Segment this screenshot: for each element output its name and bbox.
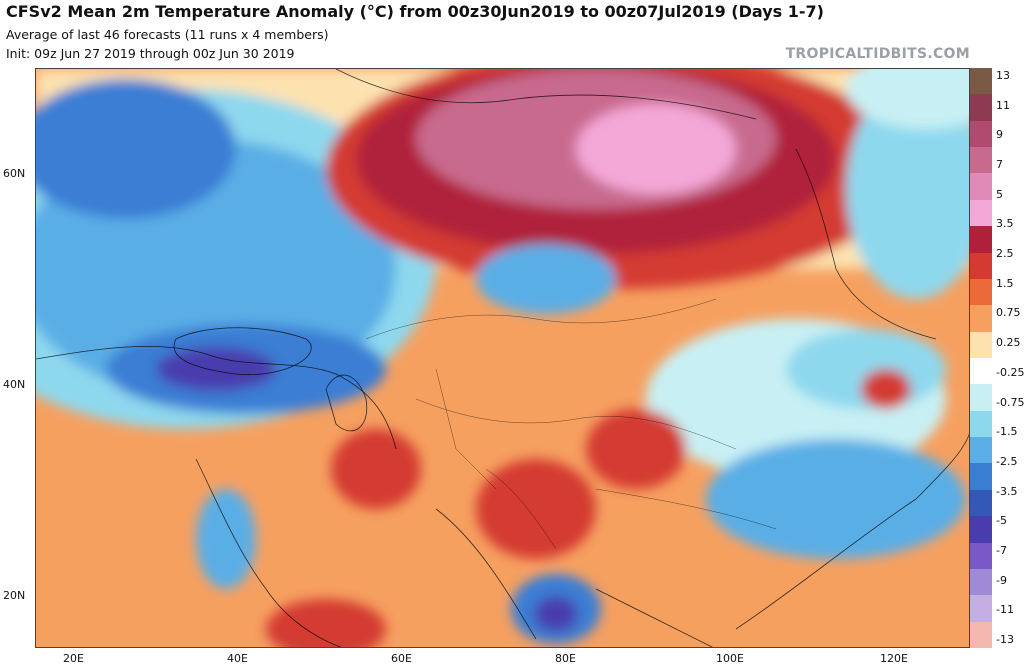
colorbar-cell bbox=[970, 384, 992, 412]
anomaly-map[interactable] bbox=[35, 68, 970, 648]
tibet-hot bbox=[586, 409, 686, 489]
colorbar-cell bbox=[970, 437, 992, 464]
india-purple bbox=[534, 596, 578, 632]
lat-label-20n: 20N bbox=[3, 589, 26, 602]
colorbar-label: 2.5 bbox=[996, 247, 1014, 261]
colorbar-cell bbox=[970, 68, 992, 95]
colorbar-label: 9 bbox=[996, 128, 1003, 142]
colorbar-cell bbox=[970, 516, 992, 544]
colorbar-label: -2.5 bbox=[996, 454, 1018, 468]
colorbar-cell bbox=[970, 147, 992, 174]
colorbar-cell bbox=[970, 463, 992, 491]
iran-hot bbox=[331, 429, 421, 509]
colorbar-cell bbox=[970, 278, 992, 306]
red-sea-cool bbox=[196, 489, 256, 589]
china-cool bbox=[706, 439, 966, 559]
lat-label-40n: 40N bbox=[3, 378, 26, 391]
colorbar-cell bbox=[970, 410, 992, 438]
colorbar-label: 13 bbox=[996, 69, 1010, 82]
arabia-hot bbox=[266, 599, 386, 647]
colorbar-cell bbox=[970, 173, 992, 201]
colorbar-label: 0.75 bbox=[996, 306, 1021, 320]
colorbar-cell bbox=[970, 542, 992, 570]
far-east-cool bbox=[846, 79, 969, 299]
colorbar-label: 11 bbox=[996, 98, 1010, 112]
pakistan-hot bbox=[476, 459, 596, 559]
lon-label-60e: 60E bbox=[391, 652, 412, 665]
colorbar-label: -13 bbox=[996, 633, 1014, 646]
colorbar-label: 5 bbox=[996, 187, 1003, 201]
colorbar-label: -0.75 bbox=[996, 395, 1024, 409]
lon-label-40e: 40E bbox=[227, 652, 248, 665]
colorbar-cell bbox=[970, 305, 992, 333]
lon-label-80e: 80E bbox=[555, 652, 576, 665]
black-sea-purple bbox=[156, 347, 276, 391]
scandinavia-cold bbox=[36, 79, 236, 219]
colorbar bbox=[970, 68, 992, 649]
beijing-hot bbox=[861, 369, 911, 409]
colorbar-label: 1.5 bbox=[996, 276, 1014, 290]
colorbar-cell bbox=[970, 120, 992, 148]
arctic-fringe bbox=[846, 69, 969, 129]
lon-label-100e: 100E bbox=[716, 652, 744, 665]
colorbar-cell bbox=[970, 226, 992, 254]
coastlines bbox=[36, 69, 969, 647]
colorbar-label: -5 bbox=[996, 514, 1007, 528]
lon-label-120e: 120E bbox=[880, 652, 908, 665]
colorbar-label: -11 bbox=[996, 603, 1014, 617]
borders bbox=[365, 298, 777, 550]
colorbar-label: -1.5 bbox=[996, 425, 1018, 439]
map-title: CFSv2 Mean 2m Temperature Anomaly (°C) f… bbox=[6, 2, 824, 21]
anomaly-map-svg bbox=[36, 69, 969, 647]
colorbar-label: 7 bbox=[996, 158, 1003, 172]
colorbar-label: -9 bbox=[996, 573, 1007, 587]
colorbar-cell bbox=[970, 489, 992, 517]
colorbar-cell bbox=[970, 331, 992, 359]
init-info: Init: 09z Jun 27 2019 through 00z Jun 30… bbox=[6, 46, 295, 61]
colorbar-cell bbox=[970, 621, 992, 649]
colorbar-cell bbox=[970, 358, 992, 385]
kazakh-cool bbox=[476, 244, 616, 314]
colorbar-label: -7 bbox=[996, 543, 1007, 557]
lat-label-60n: 60N bbox=[3, 167, 26, 180]
colorbar-cell bbox=[970, 595, 992, 623]
colorbar-label: -0.25 bbox=[996, 365, 1024, 379]
siberia-light-pink bbox=[576, 104, 736, 194]
colorbar-label: 0.25 bbox=[996, 336, 1021, 350]
colorbar-cell bbox=[970, 94, 992, 122]
colorbar-label: 3.5 bbox=[996, 217, 1014, 231]
colorbar-cell bbox=[970, 199, 992, 227]
colorbar-label: -3.5 bbox=[996, 484, 1018, 498]
brand-watermark: TROPICALTIDBITS.COM bbox=[785, 46, 970, 62]
colorbar-cell bbox=[970, 568, 992, 596]
colorbar-cell bbox=[970, 252, 992, 280]
map-subtitle: Average of last 46 forecasts (11 runs x … bbox=[6, 27, 329, 42]
lon-label-20e: 20E bbox=[63, 652, 84, 665]
